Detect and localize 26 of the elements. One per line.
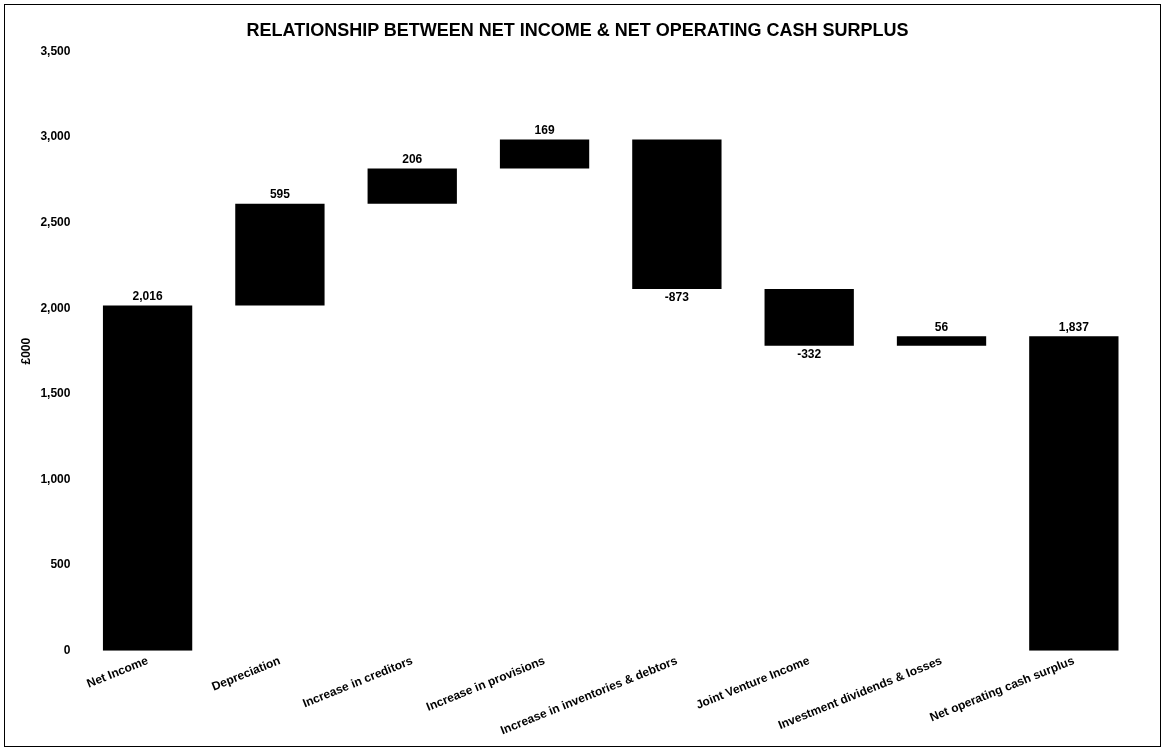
bar	[499, 139, 590, 169]
data-label: 56	[934, 319, 949, 334]
data-label: 1,837	[1058, 319, 1090, 334]
bar	[235, 203, 325, 306]
data-label: -332	[797, 347, 822, 362]
bar	[102, 305, 193, 651]
y-tick-label: 3,500	[40, 43, 71, 58]
y-tick-label: 3,000	[40, 129, 71, 144]
data-label: 2,016	[132, 288, 163, 303]
y-tick-label: 1,500	[40, 386, 71, 401]
data-label: 595	[269, 187, 291, 202]
bar	[1029, 336, 1119, 651]
chart-title: RELATIONSHIP BETWEEN NET INCOME & NET OPERATING CASH SURPLUS	[246, 19, 909, 40]
data-label: 206	[402, 151, 423, 166]
y-tick-label: 500	[50, 557, 71, 572]
y-tick-label: 2,000	[40, 300, 71, 315]
data-label: -873	[664, 290, 690, 305]
bar	[632, 139, 722, 290]
y-tick-label: 0	[63, 643, 71, 658]
bar	[896, 336, 987, 346]
bar	[764, 289, 854, 346]
data-label: 169	[534, 122, 555, 137]
y-tick-label: 2,500	[40, 215, 71, 230]
y-axis-title: £000	[18, 337, 33, 365]
y-tick-label: 1,000	[40, 471, 71, 486]
bar	[367, 168, 457, 204]
